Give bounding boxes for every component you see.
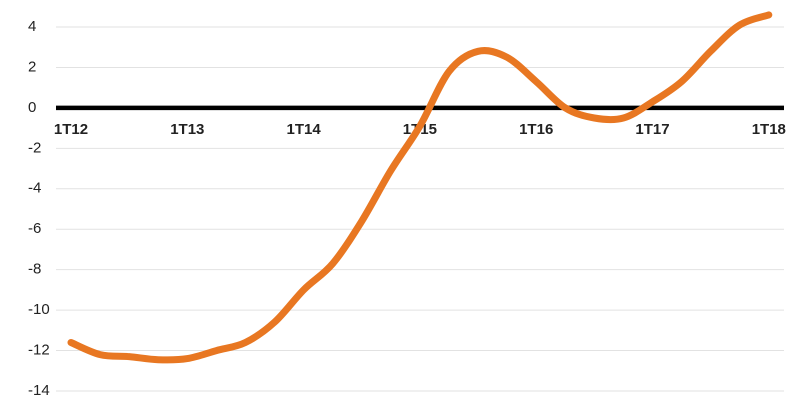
- x-tick-label: 1T13: [170, 121, 204, 138]
- y-tick-label: -2: [28, 139, 41, 156]
- series-layer: [67, 11, 773, 364]
- y-tick-label: -12: [28, 342, 50, 359]
- y-tick-label: -8: [28, 261, 41, 278]
- y-tick-label: -6: [28, 220, 41, 237]
- x-tick-label: 1T16: [519, 121, 553, 138]
- y-tick-label: 2: [28, 58, 36, 75]
- x-tick-label: 1T14: [286, 121, 321, 138]
- series-line-0: [67, 11, 773, 364]
- y-tick-label: -10: [28, 301, 50, 318]
- gridlines: [56, 26, 784, 392]
- x-tick-label: 1T12: [54, 121, 88, 138]
- x-axis-tick-labels: 1T12 1T13 1T14 1T15 1T16 1T17 1T18: [54, 121, 786, 138]
- x-tick-label: 1T18: [752, 121, 786, 138]
- x-tick-label: 1T17: [635, 121, 669, 138]
- y-axis-tick-labels: 4 2 0 -2 -4 -6 -8 -10 -12 -14: [28, 18, 50, 399]
- y-tick-label: 4: [28, 18, 36, 35]
- y-tick-label: -4: [28, 180, 41, 197]
- y-tick-label: -14: [28, 382, 50, 399]
- y-tick-label: 0: [28, 99, 36, 116]
